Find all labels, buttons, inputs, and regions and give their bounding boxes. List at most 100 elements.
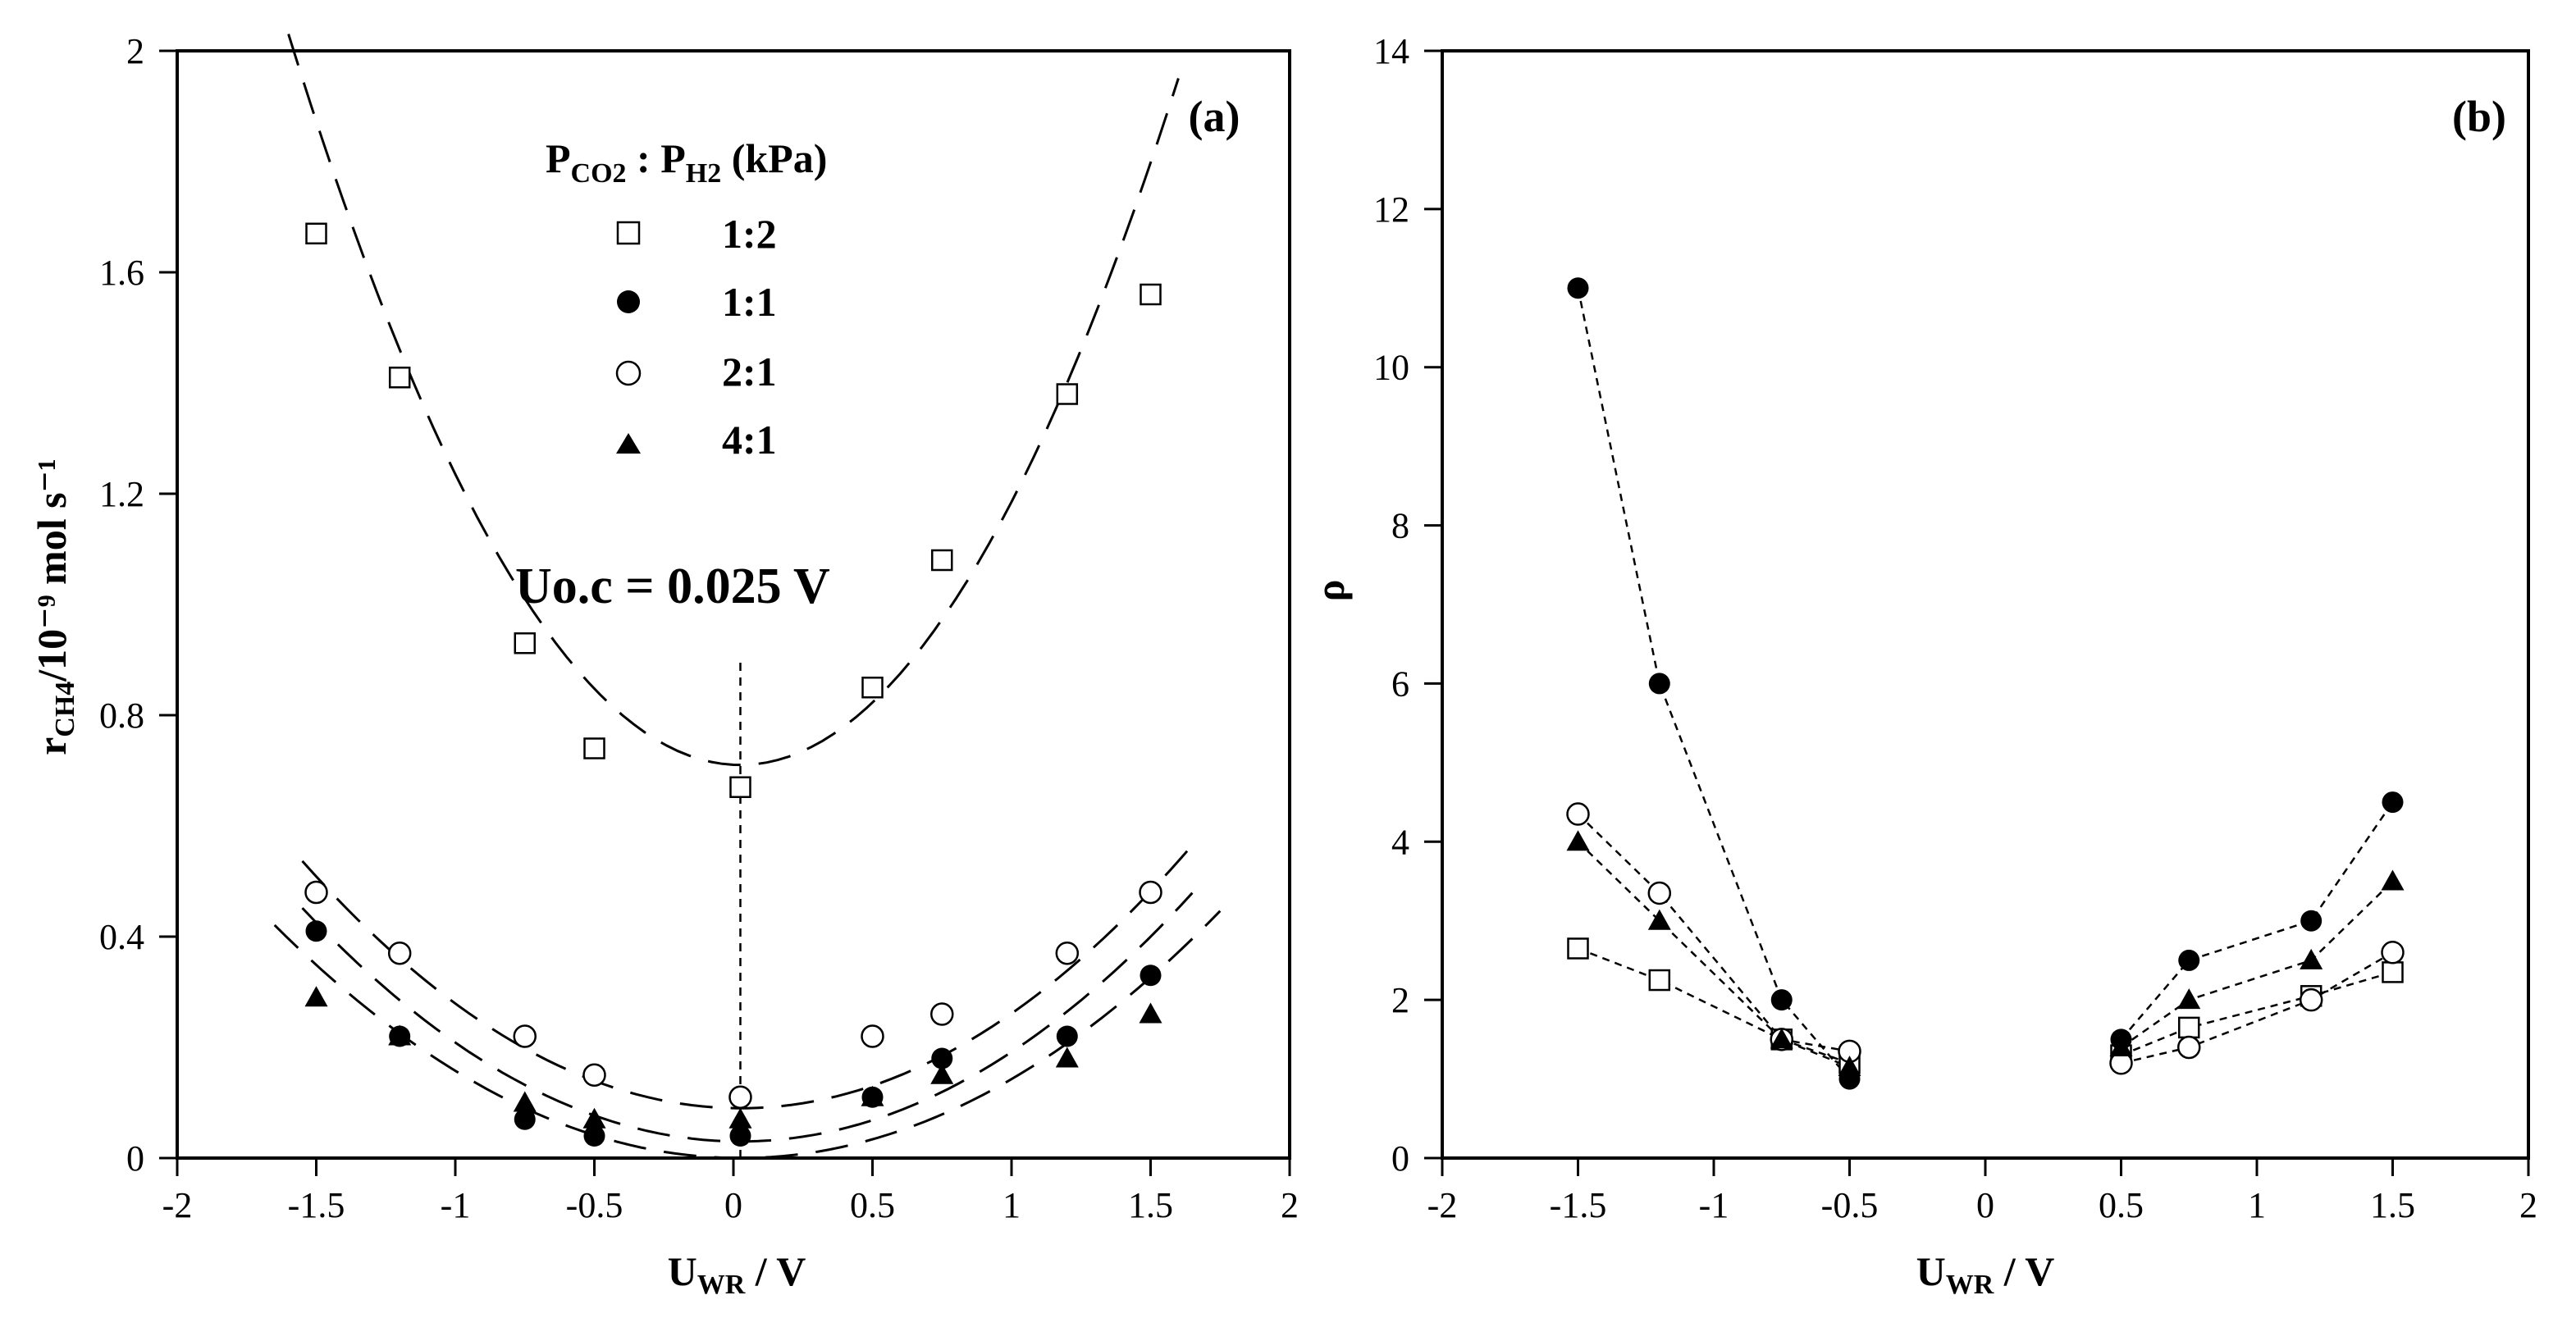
data-point-4-1 — [2300, 948, 2323, 969]
panel-b-x-tick-label: 0.5 — [2099, 1185, 2144, 1225]
data-point-2-1 — [304, 880, 328, 905]
legend-marker-1-1 — [617, 290, 640, 313]
panel-a-y-tick-label: 0.4 — [99, 917, 144, 957]
panel-a-y-tick-label: 1.2 — [99, 474, 144, 514]
data-point-2-1 — [861, 1024, 884, 1048]
panel-b-label: (b) — [2452, 92, 2506, 141]
data-point-1-2 — [388, 367, 411, 389]
data-point-2-1 — [728, 1085, 752, 1109]
data-point-4-1 — [930, 1063, 954, 1084]
data-point-4-1 — [582, 1107, 606, 1129]
panel-a-y-tick-label: 1.6 — [99, 253, 144, 293]
panel-b-x-tick-label: 1.5 — [2370, 1185, 2415, 1225]
panel-a-x-tick-label: 1.5 — [1128, 1185, 1173, 1225]
panel-a-y-tick-label: 0.8 — [99, 695, 144, 736]
data-point-2-1 — [930, 1002, 954, 1026]
data-point-1-1 — [1770, 989, 1793, 1011]
connector-line-2-1 — [1577, 813, 1850, 1053]
panel-b-x-tick-label: -2 — [1427, 1185, 1458, 1225]
data-point-1-2 — [1056, 383, 1079, 405]
legend-label-4-1: 4:1 — [722, 417, 777, 463]
data-point-1-2 — [2178, 1016, 2200, 1039]
panel-a-x-tick-label: 1 — [1003, 1185, 1021, 1225]
panel-a-x-tick-label: 2 — [1281, 1185, 1299, 1225]
panel-b-x-tick-label: -1.5 — [1550, 1185, 1607, 1225]
data-point-2-1 — [582, 1063, 606, 1087]
connector-line-2-1 — [2121, 951, 2394, 1065]
data-point-1-1 — [583, 1125, 605, 1147]
panel-b: -2 -1.5 -1 -0.5 0 0.5 1 1.5 2 0 2 4 6 8 10 12 14 (b) UWR… — [1307, 31, 2537, 1300]
data-point-4-1 — [513, 1091, 537, 1112]
panel-b-x-tick-label: -1 — [1699, 1185, 1729, 1225]
panel-b-x-tick-label: 0 — [1976, 1185, 1994, 1225]
panel-a-y-tick-label: 2 — [126, 31, 144, 71]
panel-a-x-tick-label: -1.5 — [288, 1185, 345, 1225]
panel-a-frame — [176, 49, 1291, 1160]
panel-b-frame — [1441, 49, 2530, 1160]
data-point-1-2 — [305, 222, 327, 244]
panel-b-y-tick-label: 14 — [1373, 31, 1409, 71]
panel-b-ticks: -2 -1.5 -1 -0.5 0 0.5 1 1.5 2 0 2 4 6 8 10 12 14 — [1373, 31, 2537, 1225]
data-point-4-1 — [1838, 1056, 1861, 1077]
legend-marker-1-2 — [616, 221, 641, 245]
data-point-2-1 — [1139, 880, 1162, 905]
panel-b-x-tick-label: 1 — [2248, 1185, 2266, 1225]
data-point-1-1 — [1140, 965, 1162, 987]
data-point-1-2 — [514, 632, 536, 654]
data-point-4-1 — [2381, 869, 2405, 891]
connector-line-1-2 — [2121, 971, 2393, 1056]
data-point-4-1 — [728, 1107, 752, 1129]
data-point-1-2 — [1140, 283, 1162, 306]
legend-marker-2-1 — [615, 360, 642, 386]
legend-label-1-1: 1:1 — [722, 279, 777, 325]
data-point-1-2 — [1567, 937, 1589, 960]
panel-a-y-tick-label: 0 — [126, 1138, 144, 1179]
legend-title: PCO2 : PH2 (kPa) — [546, 135, 827, 189]
data-point-2-1 — [1566, 802, 1590, 826]
panel-b-y-tick-label: 2 — [1391, 980, 1409, 1020]
data-point-4-1 — [304, 986, 328, 1007]
connector-line-4-1 — [2120, 880, 2394, 1049]
data-point-1-1 — [1567, 277, 1589, 299]
data-point-1-1 — [1648, 673, 1670, 695]
data-point-4-1 — [2109, 1036, 2133, 1056]
fit-curve-4-1 — [273, 910, 1222, 1160]
panel-b-y-axis-title: ρ — [1307, 580, 1353, 602]
legend-marker-4-1 — [616, 433, 641, 454]
panel-a-x-axis-title: UWR / V — [668, 1248, 806, 1300]
panel-b-y-tick-label: 4 — [1391, 822, 1409, 862]
legend-label-1-2: 1:2 — [722, 211, 777, 257]
fit-curve-1-2 — [287, 34, 1180, 767]
data-point-4-1 — [388, 1024, 412, 1046]
data-point-1-1 — [514, 1108, 536, 1130]
data-point-1-1 — [931, 1047, 953, 1069]
fit-curve-2-1 — [301, 844, 1194, 1110]
data-point-2-1 — [1647, 881, 1672, 905]
data-point-4-1 — [1770, 1028, 1793, 1049]
data-point-1-1 — [1056, 1025, 1078, 1047]
connector-line-1-1 — [2120, 801, 2394, 1041]
data-point-1-1 — [729, 1125, 751, 1147]
data-point-1-1 — [2382, 791, 2404, 814]
panel-a: -2 -1.5 -1 -0.5 0 0.5 1 1.5 200.40.81.21.62 (a) … — [29, 31, 1299, 1300]
data-point-1-2 — [2382, 961, 2404, 983]
data-point-1-2 — [583, 737, 605, 759]
data-point-1-1 — [2300, 910, 2323, 932]
data-point-4-1 — [1139, 1002, 1162, 1024]
panel-a-label: (a) — [1189, 92, 1240, 141]
data-point-1-2 — [931, 549, 953, 572]
connector-line-1-2 — [1578, 947, 1850, 1065]
data-point-4-1 — [2177, 988, 2201, 1010]
panel-a-legend: PCO2 : PH2 (kPa) 1:2 1:1 2:1 4:1 — [546, 135, 827, 463]
data-point-4-1 — [1566, 830, 1590, 851]
open-circuit-annotation: Uo.c = 0.025 V — [515, 559, 830, 614]
panel-a-y-axis-title: rCH4/10⁻⁹ mol s⁻¹ — [29, 458, 80, 755]
panel-a-x-tick-label: -2 — [162, 1185, 193, 1225]
data-point-2-1 — [2177, 1035, 2201, 1060]
panel-a-x-tick-label: -1 — [441, 1185, 471, 1225]
panel-b-x-tick-label: 2 — [2519, 1185, 2537, 1225]
panel-a-ticks: -2 -1.5 -1 -0.5 0 0.5 1 1.5 2 0 0.4 0.8 1.2 1.6 2 — [99, 31, 1299, 1225]
data-point-1-1 — [2178, 949, 2200, 971]
panel-a-x-tick-label: 0.5 — [850, 1185, 895, 1225]
